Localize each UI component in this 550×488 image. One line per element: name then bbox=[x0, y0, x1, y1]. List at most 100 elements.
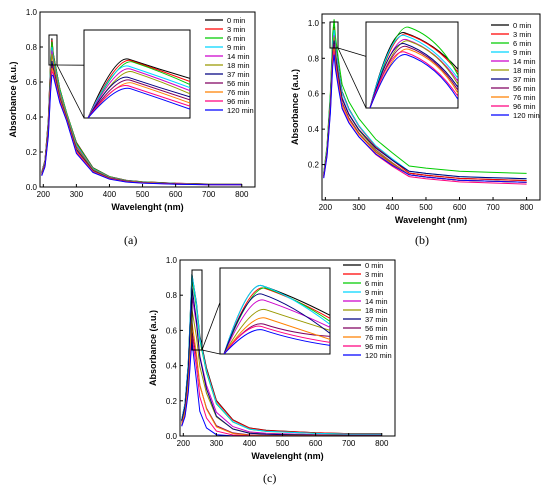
inset-series-9 bbox=[223, 325, 330, 354]
chart-panel-b: 200 300 400 500 600 700 800 0.2 0.4 0.6 0.8 1.0 Wave… bbox=[278, 0, 550, 225]
legend-label-6: 37 min bbox=[365, 315, 388, 324]
legend-label-7: 56 min bbox=[365, 324, 388, 333]
x-tick-label-0: 200 bbox=[177, 439, 191, 448]
legend-label-0: 0 min bbox=[227, 16, 245, 25]
y-tick-label-3: 0.6 bbox=[166, 326, 178, 335]
x-tick-label-2: 400 bbox=[243, 439, 257, 448]
inset-series-4 bbox=[223, 299, 330, 354]
y-axis-label: Absorbance (a.u.) bbox=[8, 61, 18, 137]
x-tick-label-4: 600 bbox=[309, 439, 323, 448]
series-line-6 bbox=[181, 286, 382, 436]
inset-series-5 bbox=[223, 308, 330, 354]
legend-label-0: 0 min bbox=[513, 21, 531, 30]
y-tick-label-4: 1.0 bbox=[308, 19, 320, 28]
zoom-connector-line bbox=[56, 64, 85, 119]
chart-a-svg: 200 300 400 500 600 700 800 0.0 0.2 0.4 0.6 0.8 1.0 W… bbox=[8, 8, 256, 212]
legend-label-8: 76 min bbox=[513, 93, 536, 102]
legend-label-5: 18 min bbox=[365, 306, 388, 315]
legend-label-10: 120 min bbox=[227, 106, 254, 115]
inset-series-6 bbox=[369, 43, 458, 108]
legend-label-0: 0 min bbox=[365, 261, 383, 270]
inset-series-2 bbox=[223, 287, 330, 354]
x-tick-label-3: 500 bbox=[136, 190, 150, 199]
x-tick-label-2: 400 bbox=[103, 190, 117, 199]
y-tick-label-5: 1.0 bbox=[26, 8, 38, 17]
legend-label-1: 3 min bbox=[365, 270, 383, 279]
legend-label-8: 76 min bbox=[365, 333, 388, 342]
y-tick-label-0: 0.0 bbox=[166, 432, 178, 441]
legend-label-10: 120 min bbox=[365, 351, 392, 360]
y-tick-label-0: 0.0 bbox=[26, 183, 38, 192]
plot-frame bbox=[321, 13, 541, 201]
y-tick-label-1: 0.4 bbox=[308, 125, 320, 134]
y-tick-label-3: 0.8 bbox=[308, 54, 320, 63]
legend-label-7: 56 min bbox=[227, 79, 250, 88]
x-tick-label-5: 700 bbox=[202, 190, 216, 199]
y-tick-label-5: 1.0 bbox=[166, 256, 178, 265]
x-tick-label-2: 400 bbox=[386, 203, 400, 212]
legend-label-3: 9 min bbox=[227, 43, 245, 52]
legend-label-7: 56 min bbox=[513, 84, 536, 93]
inset-series-10 bbox=[87, 87, 190, 118]
y-tick-label-4: 0.8 bbox=[166, 291, 178, 300]
y-tick-label-2: 0.4 bbox=[26, 113, 38, 122]
x-tick-label-0: 200 bbox=[319, 203, 333, 212]
legend-label-2: 6 min bbox=[365, 279, 383, 288]
zoom-marker-box bbox=[329, 21, 339, 49]
chart-panel-a: 200 300 400 500 600 700 800 0.0 0.2 0.4 0.6 0.8 1.0 W… bbox=[0, 0, 275, 225]
y-axis-label: Absorbance (a.u.) bbox=[148, 310, 158, 386]
inset-series-7 bbox=[87, 79, 190, 118]
inset-curves bbox=[87, 58, 190, 118]
inset-series-6 bbox=[223, 293, 330, 354]
inset-series-8 bbox=[223, 317, 330, 354]
zoom-marker-box bbox=[48, 34, 58, 66]
legend-label-4: 14 min bbox=[227, 52, 250, 61]
x-tick-label-0: 200 bbox=[37, 190, 51, 199]
zoom-connector-line bbox=[337, 47, 367, 109]
legend-label-9: 96 min bbox=[365, 342, 388, 351]
x-tick-label-6: 800 bbox=[375, 439, 389, 448]
inset-series-1 bbox=[87, 59, 190, 118]
x-tick-label-1: 300 bbox=[352, 203, 366, 212]
series-line-10 bbox=[323, 54, 527, 183]
x-tick-label-1: 300 bbox=[70, 190, 84, 199]
legend-label-2: 6 min bbox=[227, 34, 245, 43]
legend-label-1: 3 min bbox=[513, 30, 531, 39]
inset-series-9 bbox=[369, 51, 458, 108]
inset-series-2 bbox=[369, 26, 458, 108]
inset-series-3 bbox=[223, 285, 330, 354]
legend-label-9: 96 min bbox=[513, 102, 536, 111]
legend-label-6: 37 min bbox=[513, 75, 536, 84]
x-axis-label: Wavelenght (nm) bbox=[251, 451, 323, 461]
x-tick-label-5: 700 bbox=[342, 439, 356, 448]
y-tick-label-2: 0.4 bbox=[166, 362, 178, 371]
inset-series-8 bbox=[87, 82, 190, 118]
inset-series-9 bbox=[87, 85, 190, 118]
inset-series-10 bbox=[369, 54, 458, 108]
y-axis-label: Absorbance (a.u.) bbox=[290, 69, 300, 145]
chart-c-svg: 200 300 400 500 600 700 800 0.0 0.2 0.4 0.6 0.8 1.0 W… bbox=[148, 256, 396, 461]
legend-label-9: 96 min bbox=[227, 97, 250, 106]
inset-curves bbox=[369, 26, 458, 108]
legend-label-2: 6 min bbox=[513, 39, 531, 48]
series-line-10 bbox=[41, 74, 242, 186]
inset-series-10 bbox=[223, 329, 330, 354]
y-tick-label-1: 0.2 bbox=[26, 148, 38, 157]
y-tick-label-2: 0.6 bbox=[308, 90, 320, 99]
x-axis-label: Wavelenght (nm) bbox=[395, 215, 467, 225]
zoom-connector-line bbox=[337, 47, 367, 57]
x-tick-label-4: 600 bbox=[169, 190, 183, 199]
legend-label-5: 18 min bbox=[513, 66, 536, 75]
legend-label-10: 120 min bbox=[513, 111, 540, 120]
y-tick-label-4: 0.8 bbox=[26, 43, 38, 52]
legend-label-1: 3 min bbox=[227, 25, 245, 34]
zoom-marker-box bbox=[191, 269, 203, 351]
x-tick-label-6: 800 bbox=[235, 190, 249, 199]
legend-label-4: 14 min bbox=[513, 57, 536, 66]
legend-label-6: 37 min bbox=[227, 70, 250, 79]
inset-series-2 bbox=[87, 61, 190, 118]
inset-series-6 bbox=[87, 76, 190, 118]
chart-panel-c: 200 300 400 500 600 700 800 0.0 0.2 0.4 0.6 0.8 1.0 W… bbox=[140, 248, 410, 470]
legend-label-3: 9 min bbox=[365, 288, 383, 297]
legend-label-8: 76 min bbox=[227, 88, 250, 97]
